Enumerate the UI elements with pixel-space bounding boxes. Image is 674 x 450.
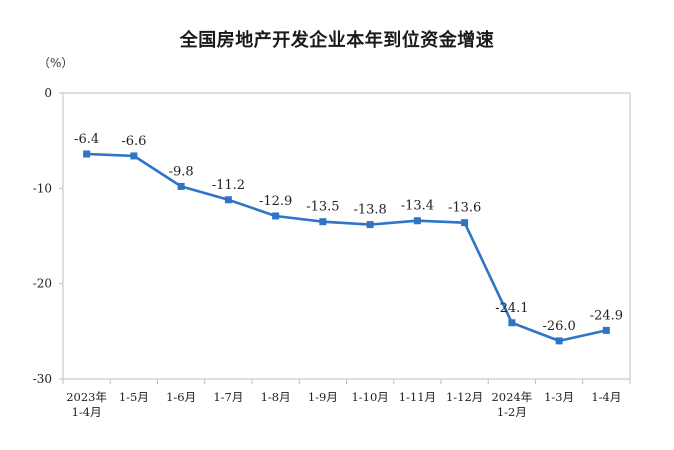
x-tick-label: 1-4月 bbox=[591, 390, 621, 404]
data-label: -13.6 bbox=[448, 201, 481, 216]
y-axis: 0 -10 -20 -30 bbox=[33, 86, 63, 386]
data-labels: -6.4 -6.6 -9.8 -11.2 -12.9 -13.5 -13.8 -13.4 -13… bbox=[74, 132, 623, 334]
data-point bbox=[319, 218, 327, 226]
data-label: -9.8 bbox=[169, 164, 194, 179]
chart-title: 全国房地产开发企业本年到位资金增速 bbox=[179, 30, 495, 51]
data-point bbox=[130, 152, 138, 160]
data-label: -6.4 bbox=[74, 132, 99, 147]
data-point bbox=[83, 150, 91, 158]
x-tick-label: 2023年 bbox=[66, 390, 107, 404]
x-tick-label: 2024年 bbox=[491, 390, 532, 404]
data-label: -26.0 bbox=[542, 319, 575, 334]
y-tick-label: -30 bbox=[33, 372, 52, 386]
data-label: -13.4 bbox=[401, 199, 434, 214]
data-label: -12.9 bbox=[259, 194, 292, 209]
x-tick-label: 1-10月 bbox=[351, 390, 388, 404]
x-tick-label: 1-4月 bbox=[72, 405, 102, 419]
data-label: -13.5 bbox=[306, 200, 339, 215]
x-tick-label: 1-8月 bbox=[261, 390, 291, 404]
data-label: -24.9 bbox=[590, 308, 623, 323]
data-point bbox=[508, 319, 516, 327]
x-tick-label: 1-3月 bbox=[544, 390, 574, 404]
data-point bbox=[366, 221, 374, 229]
data-label: -6.6 bbox=[121, 134, 146, 149]
data-label: -11.2 bbox=[212, 178, 245, 193]
x-tick-label: 1-11月 bbox=[399, 390, 436, 404]
x-tick-label: 1-12月 bbox=[446, 390, 483, 404]
data-point bbox=[224, 196, 232, 204]
data-label: -13.8 bbox=[353, 203, 386, 218]
data-point bbox=[555, 337, 563, 345]
y-axis-unit-label: （%） bbox=[38, 56, 74, 70]
y-tick-label: -20 bbox=[33, 277, 52, 291]
x-tick-label: 1-2月 bbox=[497, 405, 527, 419]
data-point bbox=[272, 212, 280, 220]
data-point bbox=[602, 326, 610, 334]
data-label: -24.1 bbox=[495, 301, 528, 316]
data-point bbox=[461, 219, 469, 227]
y-tick-label: 0 bbox=[44, 86, 52, 100]
x-tick-label: 1-7月 bbox=[213, 390, 243, 404]
y-tick-label: -10 bbox=[33, 181, 52, 195]
x-tick-label: 1-6月 bbox=[166, 390, 196, 404]
series-line bbox=[86, 152, 607, 343]
data-point bbox=[413, 217, 421, 225]
x-tick-label: 1-9月 bbox=[308, 390, 338, 404]
x-tick-label: 1-5月 bbox=[119, 390, 149, 404]
data-point bbox=[177, 182, 185, 190]
data-markers bbox=[83, 150, 610, 345]
